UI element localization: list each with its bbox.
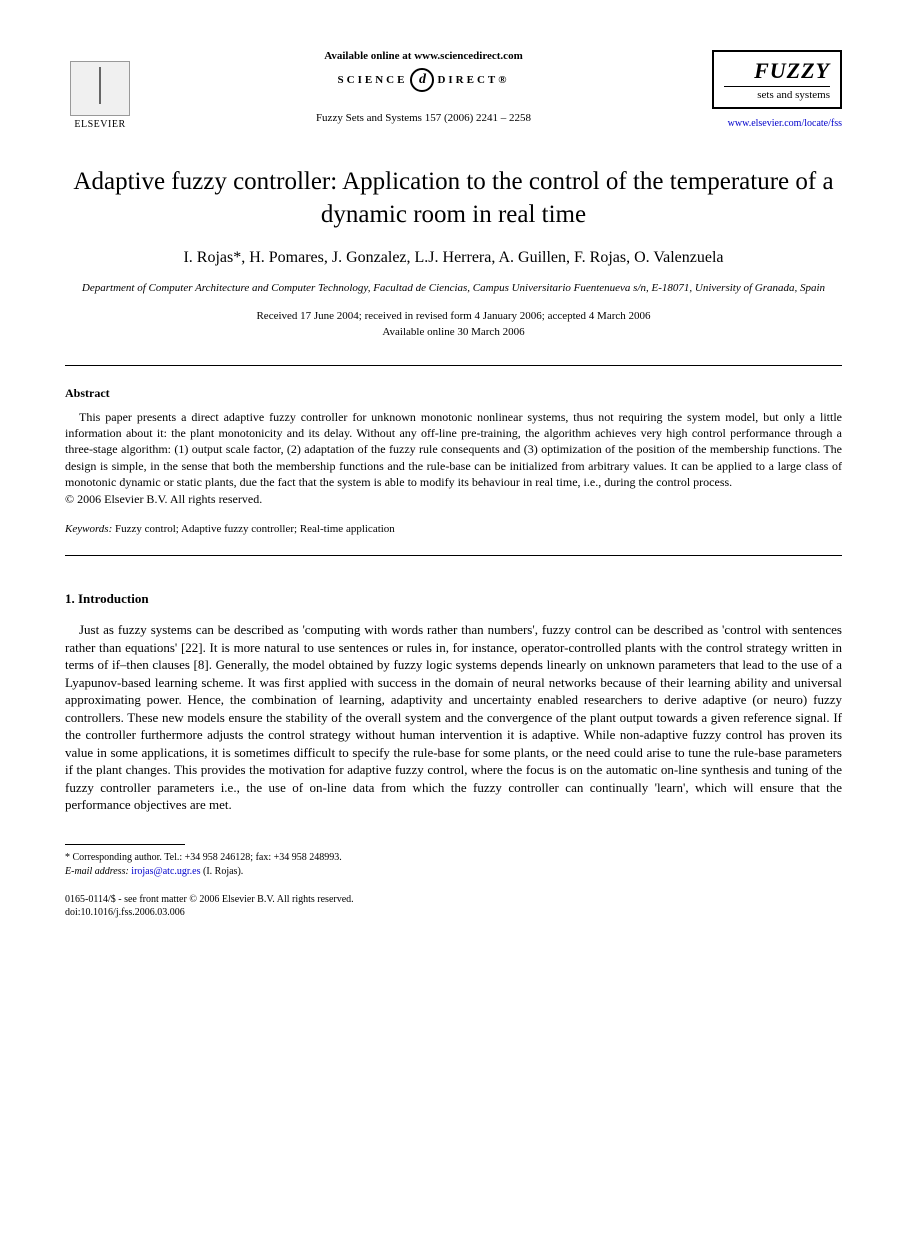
science-direct-left: SCIENCE [338,74,408,86]
elsevier-label: ELSEVIER [74,119,125,130]
footer-issn: 0165-0114/$ - see front matter © 2006 El… [65,893,842,906]
center-header: Available online at www.sciencedirect.co… [135,50,712,124]
elsevier-logo: ELSEVIER [65,50,135,130]
science-direct-at-icon: d [410,68,434,92]
keywords-text: Fuzzy control; Adaptive fuzzy controller… [112,523,395,535]
footnote-divider [65,844,185,845]
journal-logo-block: FUZZY sets and systems www.elsevier.com/… [712,50,842,131]
available-online-text: Available online at www.sciencedirect.co… [155,50,692,62]
authors-list: I. Rojas*, H. Pomares, J. Gonzalez, L.J.… [65,249,842,267]
dates-block: Received 17 June 2004; received in revis… [65,309,842,340]
fuzzy-subtitle: sets and systems [724,86,830,101]
dates-online: Available online 30 March 2006 [65,325,842,340]
footer-info: 0165-0114/$ - see front matter © 2006 El… [65,893,842,919]
fuzzy-logo-box: FUZZY sets and systems [712,50,842,109]
fuzzy-title: FUZZY [724,58,830,84]
affiliation-text: Department of Computer Architecture and … [65,281,842,295]
footnote-block: * Corresponding author. Tel.: +34 958 24… [65,851,842,879]
abstract-heading: Abstract [65,386,842,401]
elsevier-tree-icon [70,61,130,116]
email-label: E-mail address: [65,866,129,877]
abstract-text: This paper presents a direct adaptive fu… [65,409,842,490]
abstract-copyright: © 2006 Elsevier B.V. All rights reserved… [65,492,842,507]
introduction-body: Just as fuzzy systems can be described a… [65,621,842,814]
science-direct-logo: SCIENCE d DIRECT® [155,68,692,92]
email-suffix: (I. Rojas). [201,866,244,877]
divider-bottom [65,555,842,556]
article-title: Adaptive fuzzy controller: Application t… [65,166,842,231]
corresponding-author-note: * Corresponding author. Tel.: +34 958 24… [65,851,842,865]
email-line: E-mail address: irojas@atc.ugr.es (I. Ro… [65,865,842,879]
keywords-label: Keywords: [65,523,112,535]
header-row: ELSEVIER Available online at www.science… [65,50,842,131]
keywords-block: Keywords: Fuzzy control; Adaptive fuzzy … [65,523,842,535]
dates-received: Received 17 June 2004; received in revis… [65,309,842,324]
divider-top [65,365,842,366]
section-heading: 1. Introduction [65,591,842,607]
email-link[interactable]: irojas@atc.ugr.es [131,866,200,877]
journal-url-link[interactable]: www.elsevier.com/locate/fss [728,118,842,129]
citation-text: Fuzzy Sets and Systems 157 (2006) 2241 –… [155,112,692,124]
science-direct-right: DIRECT® [437,74,509,86]
footer-doi: doi:10.1016/j.fss.2006.03.006 [65,906,842,919]
